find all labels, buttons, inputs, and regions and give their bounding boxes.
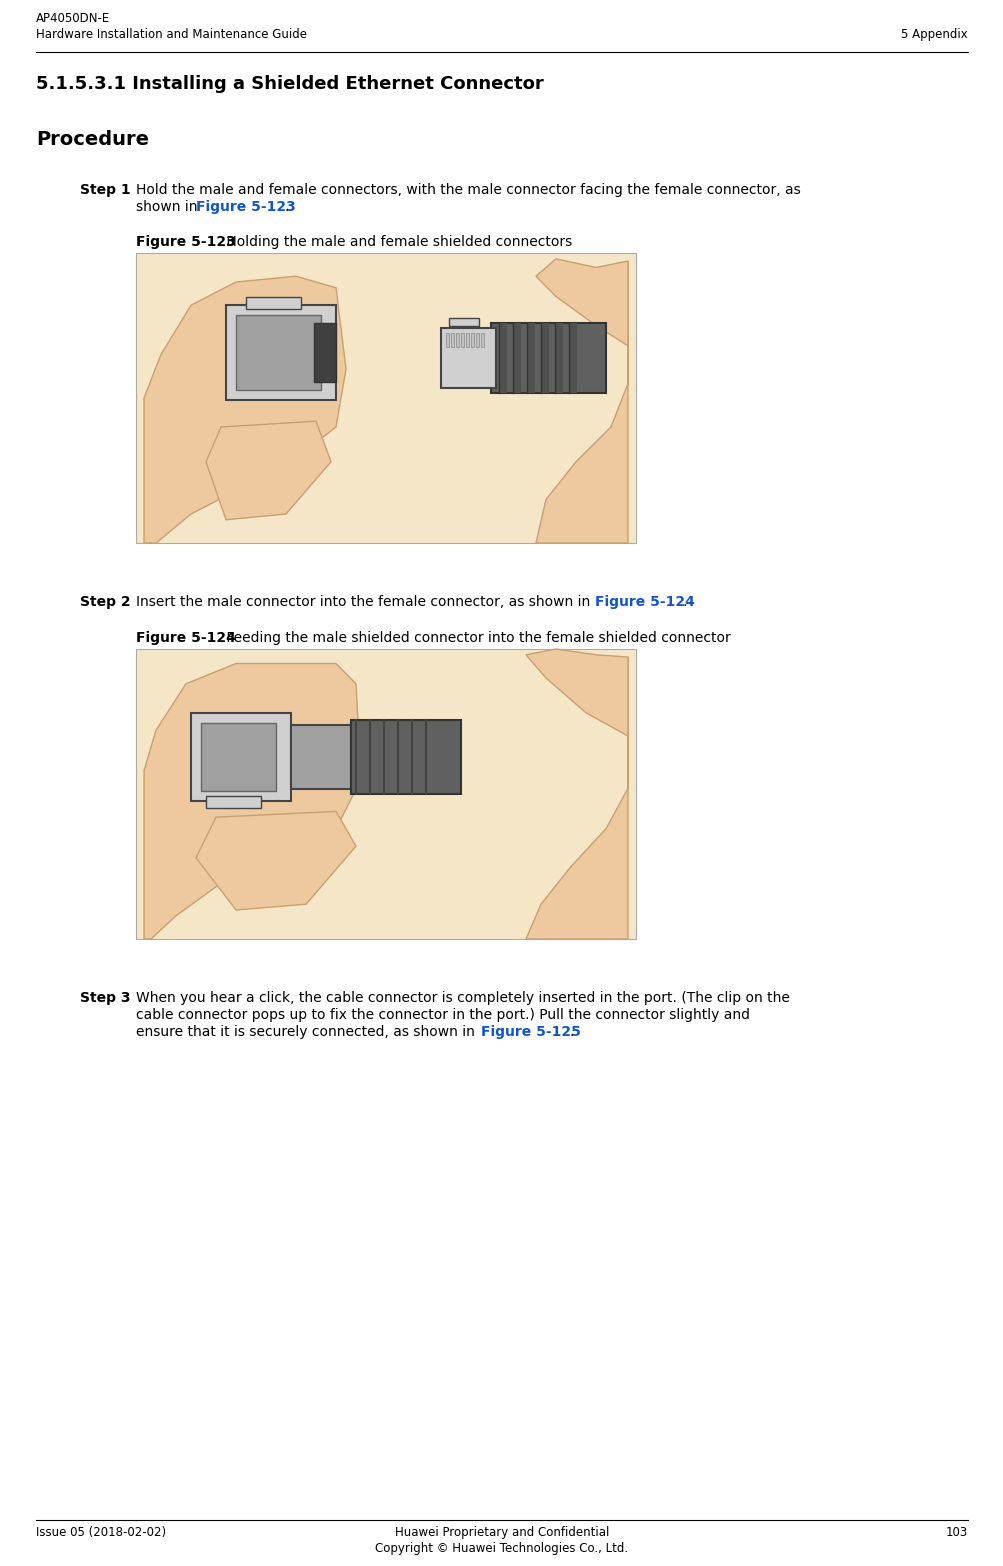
- Bar: [448, 318, 478, 326]
- Bar: [246, 298, 301, 309]
- Bar: [470, 332, 473, 346]
- Text: Figure 5-123: Figure 5-123: [196, 200, 296, 215]
- Polygon shape: [206, 421, 331, 520]
- Text: Insert the male connector into the female connector, as shown in: Insert the male connector into the femal…: [135, 595, 594, 609]
- Polygon shape: [536, 258, 627, 346]
- Text: Holding the male and female shielded connectors: Holding the male and female shielded con…: [222, 235, 572, 249]
- Text: Copyright © Huawei Technologies Co., Ltd.: Copyright © Huawei Technologies Co., Ltd…: [375, 1543, 628, 1555]
- Polygon shape: [143, 276, 346, 543]
- Bar: [450, 332, 453, 346]
- Text: shown in: shown in: [135, 200, 202, 215]
- Text: 5 Appendix: 5 Appendix: [901, 28, 967, 41]
- Bar: [569, 323, 577, 393]
- Text: 103: 103: [945, 1525, 967, 1539]
- Polygon shape: [526, 658, 627, 940]
- Bar: [513, 323, 521, 393]
- Bar: [460, 332, 463, 346]
- Bar: [527, 323, 535, 393]
- Text: When you hear a click, the cable connector is completely inserted in the port. (: When you hear a click, the cable connect…: [135, 991, 789, 1005]
- Bar: [191, 713, 291, 800]
- Text: Step 3: Step 3: [80, 991, 130, 1005]
- Text: AP4050DN-E: AP4050DN-E: [36, 13, 110, 25]
- Bar: [440, 327, 495, 388]
- Text: Hardware Installation and Maintenance Guide: Hardware Installation and Maintenance Gu…: [36, 28, 307, 41]
- Text: Figure 5-124: Figure 5-124: [595, 595, 694, 609]
- Text: Issue 05 (2018-02-02): Issue 05 (2018-02-02): [36, 1525, 165, 1539]
- Bar: [490, 323, 606, 393]
- Polygon shape: [526, 648, 627, 736]
- Bar: [236, 315, 321, 390]
- Bar: [135, 648, 635, 940]
- Bar: [480, 332, 483, 346]
- Text: Huawei Proprietary and Confidential: Huawei Proprietary and Confidential: [394, 1525, 609, 1539]
- Bar: [498, 323, 507, 393]
- Bar: [226, 305, 336, 401]
- Bar: [541, 323, 549, 393]
- Text: Hold the male and female connectors, with the male connector facing the female c: Hold the male and female connectors, wit…: [135, 183, 800, 197]
- Text: Procedure: Procedure: [36, 130, 148, 149]
- Polygon shape: [143, 664, 361, 940]
- Bar: [314, 323, 336, 382]
- Text: cable connector pops up to fix the connector in the port.) Pull the connector sl: cable connector pops up to fix the conne…: [135, 1009, 749, 1023]
- Text: ensure that it is securely connected, as shown in: ensure that it is securely connected, as…: [135, 1026, 478, 1038]
- Text: Figure 5-123: Figure 5-123: [135, 235, 236, 249]
- Text: Step 1: Step 1: [80, 183, 130, 197]
- Bar: [445, 332, 448, 346]
- Text: Step 2: Step 2: [80, 595, 130, 609]
- Text: .: .: [285, 200, 289, 215]
- Text: Figure 5-125: Figure 5-125: [480, 1026, 581, 1038]
- Bar: [206, 796, 261, 808]
- Polygon shape: [196, 811, 356, 910]
- Bar: [475, 332, 478, 346]
- Bar: [455, 332, 458, 346]
- Bar: [465, 332, 468, 346]
- Text: Figure 5-124: Figure 5-124: [135, 631, 236, 645]
- Bar: [555, 323, 563, 393]
- Text: .: .: [570, 1026, 574, 1038]
- Bar: [291, 725, 351, 789]
- Text: Feeding the male shielded connector into the female shielded connector: Feeding the male shielded connector into…: [222, 631, 730, 645]
- Bar: [135, 254, 635, 543]
- Bar: [351, 720, 460, 794]
- Bar: [201, 723, 276, 791]
- Text: .: .: [682, 595, 687, 609]
- Polygon shape: [536, 262, 627, 543]
- Text: 5.1.5.3.1 Installing a Shielded Ethernet Connector: 5.1.5.3.1 Installing a Shielded Ethernet…: [36, 75, 544, 92]
